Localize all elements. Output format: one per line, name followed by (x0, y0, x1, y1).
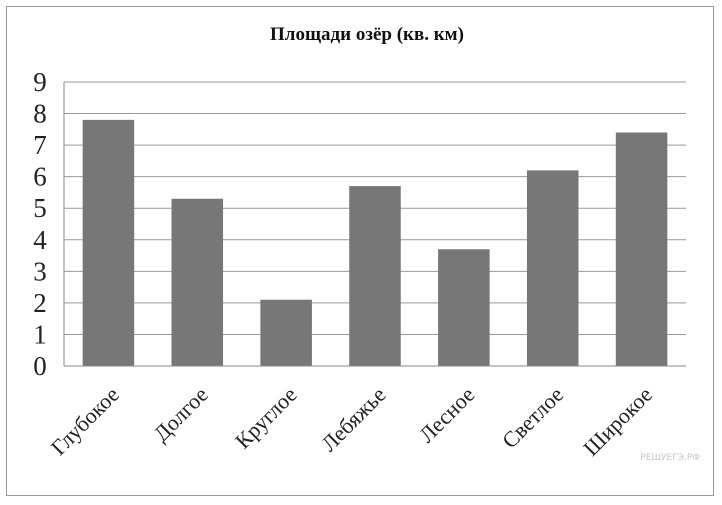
chart-frame (6, 6, 714, 496)
x-tick-label: Широкое (578, 382, 657, 461)
y-tick-label: 7 (33, 130, 47, 160)
y-tick-label: 4 (33, 225, 47, 255)
bar (526, 170, 579, 366)
x-tick-label: Лесное (414, 382, 480, 448)
bar (260, 299, 312, 366)
chart-title: Площади озёр (кв. км) (270, 24, 464, 45)
x-tick-label: Долгое (148, 382, 213, 447)
y-tick-label: 1 (33, 319, 47, 349)
bar (171, 198, 224, 366)
gridlines (64, 81, 686, 335)
y-tick-label: 6 (33, 162, 47, 192)
bars (82, 119, 668, 366)
x-tick-label: Глубокое (46, 382, 124, 460)
y-tick-label: 8 (33, 99, 47, 129)
x-axis-ticks: Глубокое Долгое Круглое Лебяжье Лесное Светло… (46, 382, 657, 461)
x-tick-label: Светлое (497, 382, 568, 453)
y-tick-label: 2 (33, 288, 47, 318)
bar (615, 132, 668, 366)
axes (63, 82, 686, 367)
x-tick-label: Лебяжье (316, 382, 390, 456)
x-tick-label: Круглое (230, 382, 302, 454)
y-tick-label: 9 (33, 67, 47, 97)
y-tick-label: 5 (33, 193, 47, 223)
bar (438, 249, 490, 366)
bar (349, 186, 401, 366)
y-tick-label: 0 (33, 351, 47, 381)
y-tick-label: 3 (33, 256, 47, 286)
bar (82, 119, 135, 366)
watermark: РЕШУЕГЭ.РФ (640, 453, 700, 463)
